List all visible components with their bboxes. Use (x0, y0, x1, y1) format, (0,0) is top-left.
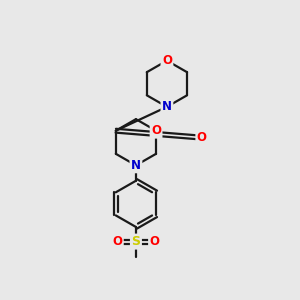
Text: N: N (131, 159, 141, 172)
Text: N: N (162, 100, 172, 113)
Text: O: O (162, 54, 172, 67)
Text: S: S (131, 235, 140, 248)
Text: O: O (149, 235, 160, 248)
Text: O: O (112, 235, 122, 248)
Text: O: O (197, 131, 207, 144)
Text: O: O (151, 124, 161, 137)
